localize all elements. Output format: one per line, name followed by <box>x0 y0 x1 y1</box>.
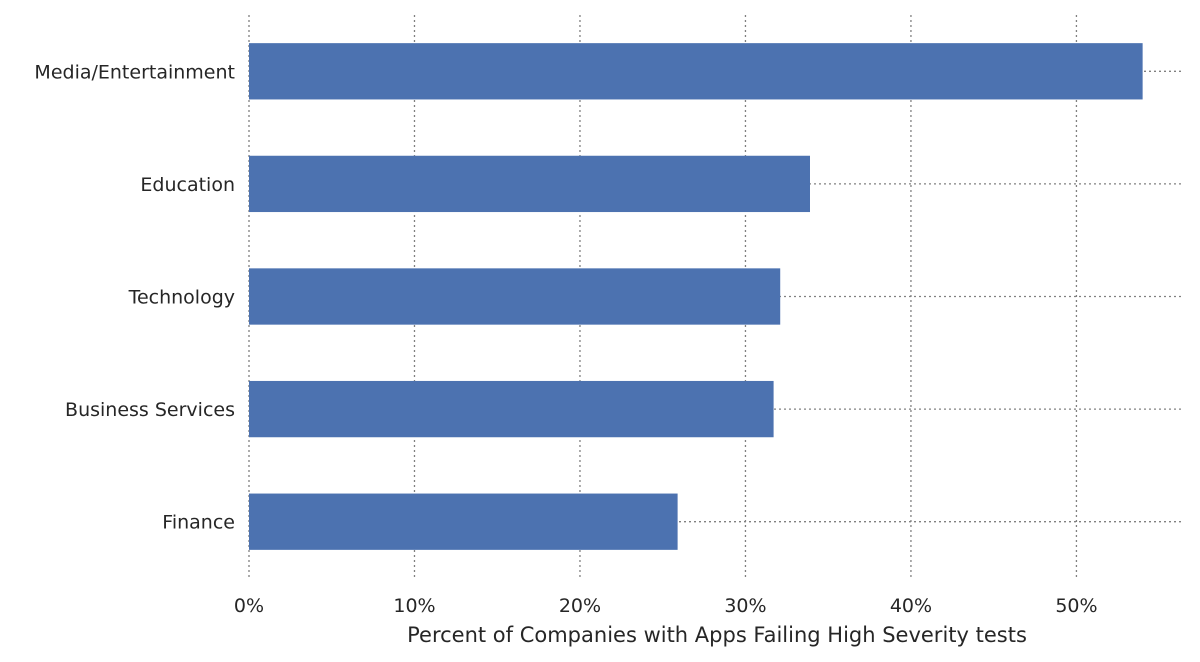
bar <box>249 268 781 325</box>
y-tick-label: Media/Entertainment <box>34 61 235 83</box>
x-tick-label: 0% <box>234 595 264 617</box>
y-tick-labels: Media/Entertainment Education Technology Bu… <box>34 61 235 533</box>
y-tick-label: Technology <box>128 287 235 309</box>
x-axis-title: Percent of Companies with Apps Failing H… <box>407 623 1027 647</box>
x-tick-label: 40% <box>890 595 932 617</box>
x-tick-label: 20% <box>559 595 601 617</box>
bars-layer <box>249 43 1143 550</box>
y-tick-label: Education <box>140 174 235 196</box>
y-tick-label: Business Services <box>65 399 235 421</box>
x-tick-label: 30% <box>724 595 766 617</box>
y-tick-label: Finance <box>162 512 235 534</box>
x-tick-label: 10% <box>393 595 435 617</box>
bar <box>249 380 774 438</box>
bar <box>249 493 678 550</box>
bar <box>249 155 810 213</box>
x-tick-label: 50% <box>1055 595 1097 617</box>
x-tick-labels: 0% 10% 20% 30% 40% 50% <box>234 595 1098 617</box>
bar <box>249 43 1143 100</box>
